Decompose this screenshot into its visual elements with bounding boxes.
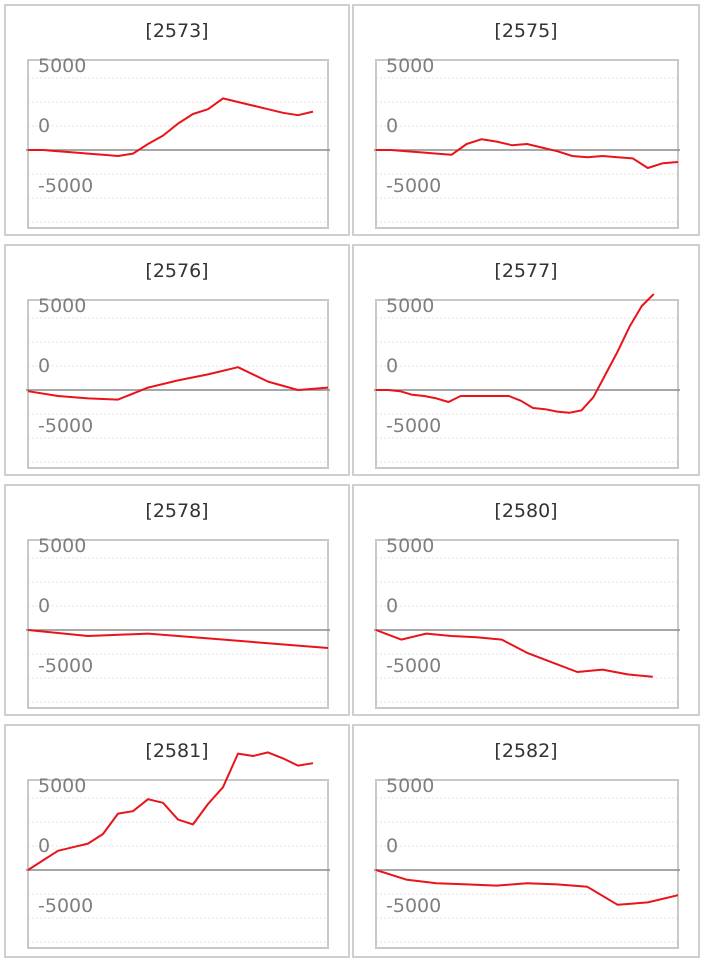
series-line (375, 869, 679, 906)
y-tick-label: 5000 (386, 55, 434, 77)
chart-panel-1: [2573] 5000 0 -5000 (4, 4, 350, 236)
chart-plot: 5000 0 -5000 (26, 295, 330, 469)
y-tick-label: -5000 (38, 415, 93, 437)
chart-title: [2581] (145, 740, 209, 762)
y-tick-label: -5000 (386, 415, 441, 437)
plot-frame (375, 59, 679, 229)
y-tick-label: -5000 (38, 895, 93, 917)
chart-plot: 5000 0 -5000 (374, 55, 680, 229)
y-tick-label: 5000 (386, 535, 434, 557)
chart-plot: 5000 0 -5000 (26, 751, 330, 949)
y-tick-label: 5000 (386, 295, 434, 317)
chart-panel-5: [2578] 5000 0 -5000 (4, 484, 350, 716)
y-tick-label: -5000 (38, 655, 93, 677)
plot-frame (27, 299, 329, 469)
y-tick-label: 5000 (38, 535, 86, 557)
chart-panel-7: [2581] 5000 0 -5000 (4, 724, 350, 958)
chart-plot: 5000 0 -5000 (26, 55, 330, 229)
plot-frame (27, 779, 329, 949)
chart-plot: 5000 0 -5000 (374, 775, 680, 949)
chart-plot: 5000 0 -5000 (374, 293, 680, 469)
plot-frame (375, 779, 679, 949)
plot-frame (27, 59, 329, 229)
chart-panel-6: [2580] 5000 0 -5000 (352, 484, 700, 716)
series-line (375, 629, 653, 678)
chart-title: [2577] (494, 260, 558, 282)
y-tick-label: -5000 (386, 175, 441, 197)
series-line (27, 629, 329, 649)
chart-title: [2580] (494, 500, 558, 522)
chart-panel-8: [2582] 5000 0 -5000 (352, 724, 700, 958)
y-tick-label: 0 (386, 595, 398, 617)
y-tick-label: 0 (38, 835, 50, 857)
chart-panel-4: [2577] 5000 0 -5000 (352, 244, 700, 476)
chart-title: [2582] (494, 740, 558, 762)
series-line (27, 751, 314, 871)
y-tick-label: 5000 (38, 295, 86, 317)
plot-frame (375, 299, 679, 469)
y-tick-label: -5000 (386, 655, 441, 677)
y-tick-label: 0 (386, 355, 398, 377)
chart-title: [2575] (494, 20, 558, 42)
y-tick-label: 0 (386, 115, 398, 137)
series-line (27, 366, 329, 401)
series-line (376, 138, 679, 169)
y-tick-label: 5000 (386, 775, 434, 797)
y-tick-label: 5000 (38, 55, 86, 77)
y-tick-label: 0 (38, 115, 50, 137)
y-tick-label: -5000 (38, 175, 93, 197)
y-tick-label: -5000 (386, 895, 441, 917)
chart-plot: 5000 0 -5000 (374, 535, 680, 709)
chart-title: [2576] (145, 260, 209, 282)
plot-frame (27, 539, 329, 709)
y-tick-label: 5000 (38, 775, 86, 797)
chart-title: [2578] (145, 500, 209, 522)
y-tick-label: 0 (38, 355, 50, 377)
plot-frame (375, 539, 679, 709)
y-tick-label: 0 (386, 835, 398, 857)
y-tick-label: 0 (38, 595, 50, 617)
chart-panel-2: [2575] 5000 0 -5000 (352, 4, 700, 236)
chart-plot: 5000 0 -5000 (26, 535, 330, 709)
chart-panel-3: [2576] 5000 0 -5000 (4, 244, 350, 476)
series-line (376, 293, 655, 414)
series-line (28, 97, 314, 157)
chart-title: [2573] (145, 20, 209, 42)
